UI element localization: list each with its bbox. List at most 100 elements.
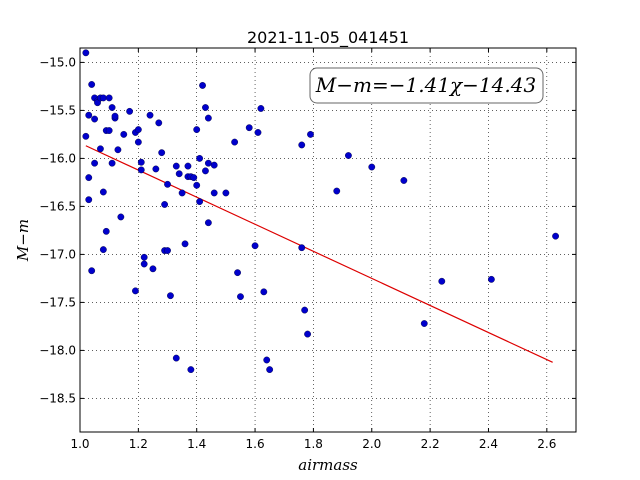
data-point — [137, 158, 145, 166]
data-point — [149, 265, 157, 273]
data-point — [190, 174, 198, 182]
data-point — [193, 126, 201, 134]
data-point — [204, 114, 212, 122]
data-point — [91, 115, 98, 123]
y-tick-label: −18.0 — [39, 343, 76, 357]
data-point — [438, 277, 446, 285]
data-point — [146, 111, 154, 119]
data-point — [333, 187, 341, 195]
data-point — [91, 159, 98, 167]
data-point — [172, 354, 180, 362]
data-point — [202, 104, 209, 111]
data-point — [257, 105, 265, 112]
y-axis-ticks: −15.0 −15.5 −16.0 −16.5 −17.0 −17.5 −18.0 −18.5 — [39, 55, 576, 405]
x-tick-label: 1.0 — [70, 437, 89, 451]
data-point — [210, 189, 218, 197]
data-point — [140, 253, 148, 261]
data-point — [420, 320, 428, 327]
data-point — [196, 198, 204, 206]
x-tick-label: 1.6 — [246, 437, 265, 451]
annotation-text: M−m=−1.41χ−14.43 — [315, 73, 536, 97]
fit-line-group — [85, 145, 553, 363]
data-point — [266, 366, 274, 373]
data-point — [251, 242, 259, 250]
data-point — [82, 49, 90, 57]
chart-title: 2021-11-05_041451 — [247, 28, 409, 48]
y-tick-label: −17.0 — [39, 247, 76, 261]
data-point — [202, 167, 209, 175]
data-point — [120, 130, 128, 138]
data-point — [102, 227, 110, 235]
grid — [80, 48, 576, 432]
y-tick-label: −16.5 — [39, 199, 76, 213]
data-point — [140, 260, 148, 268]
data-point — [487, 275, 495, 283]
data-point — [254, 129, 262, 136]
x-tick-label: 2.4 — [479, 437, 498, 451]
data-point — [199, 82, 206, 89]
data-point — [88, 267, 96, 275]
data-point — [172, 162, 180, 170]
annotation-box — [309, 67, 544, 104]
data-point — [132, 287, 139, 295]
data-point — [108, 159, 116, 167]
data-point — [88, 81, 96, 88]
data-point — [263, 356, 271, 364]
y-tick-label: −15.5 — [39, 103, 76, 117]
fit-annotation: M−m=−1.41χ−14.43 — [309, 67, 544, 104]
data-point — [152, 165, 160, 173]
data-point — [231, 138, 239, 146]
data-point — [114, 146, 122, 154]
x-axis-ticks: 1.0 1.2 1.4 1.6 1.8 2.0 2.2 2.4 2.6 — [70, 48, 556, 451]
x-tick-label: 1.2 — [129, 437, 148, 451]
data-point — [126, 107, 134, 115]
data-point — [193, 181, 201, 189]
data-point — [204, 219, 212, 227]
data-point — [164, 180, 171, 188]
data-point — [161, 201, 169, 208]
data-point — [167, 292, 174, 300]
data-point — [134, 138, 142, 146]
x-tick-label: 2.2 — [421, 437, 440, 451]
data-point — [158, 149, 166, 157]
data-point — [82, 132, 90, 140]
data-point — [210, 161, 218, 169]
data-point — [298, 244, 306, 252]
data-point — [245, 124, 253, 132]
y-tick-label: −18.5 — [39, 391, 76, 405]
data-point — [234, 269, 241, 277]
data-point — [400, 177, 408, 184]
data-point — [105, 94, 113, 102]
data-point — [175, 170, 183, 178]
data-point — [222, 189, 230, 197]
data-point — [178, 189, 186, 197]
data-point — [99, 188, 107, 196]
data-point — [196, 154, 204, 162]
data-point — [137, 166, 145, 174]
x-tick-label: 1.8 — [304, 437, 323, 451]
x-axis-label: airmass — [298, 456, 358, 474]
data-point — [301, 306, 309, 314]
data-point — [552, 232, 559, 240]
y-tick-label: −16.0 — [39, 151, 76, 165]
data-point — [85, 174, 93, 182]
data-point — [307, 130, 314, 138]
data-point — [108, 104, 116, 111]
data-point — [155, 119, 163, 127]
data-point — [368, 163, 376, 171]
data-point — [304, 330, 311, 338]
x-tick-label: 2.0 — [362, 437, 381, 451]
data-point — [111, 112, 119, 120]
data-point — [85, 196, 93, 204]
data-point — [260, 288, 268, 296]
data-point — [298, 141, 306, 149]
y-tick-label: −17.5 — [39, 295, 76, 309]
data-point — [345, 152, 352, 159]
data-point — [134, 126, 142, 134]
x-tick-label: 1.4 — [187, 437, 206, 451]
data-point — [97, 145, 104, 153]
x-tick-label: 2.6 — [537, 437, 556, 451]
data-point — [99, 246, 107, 254]
data-point — [181, 240, 189, 248]
data-point — [204, 159, 212, 167]
